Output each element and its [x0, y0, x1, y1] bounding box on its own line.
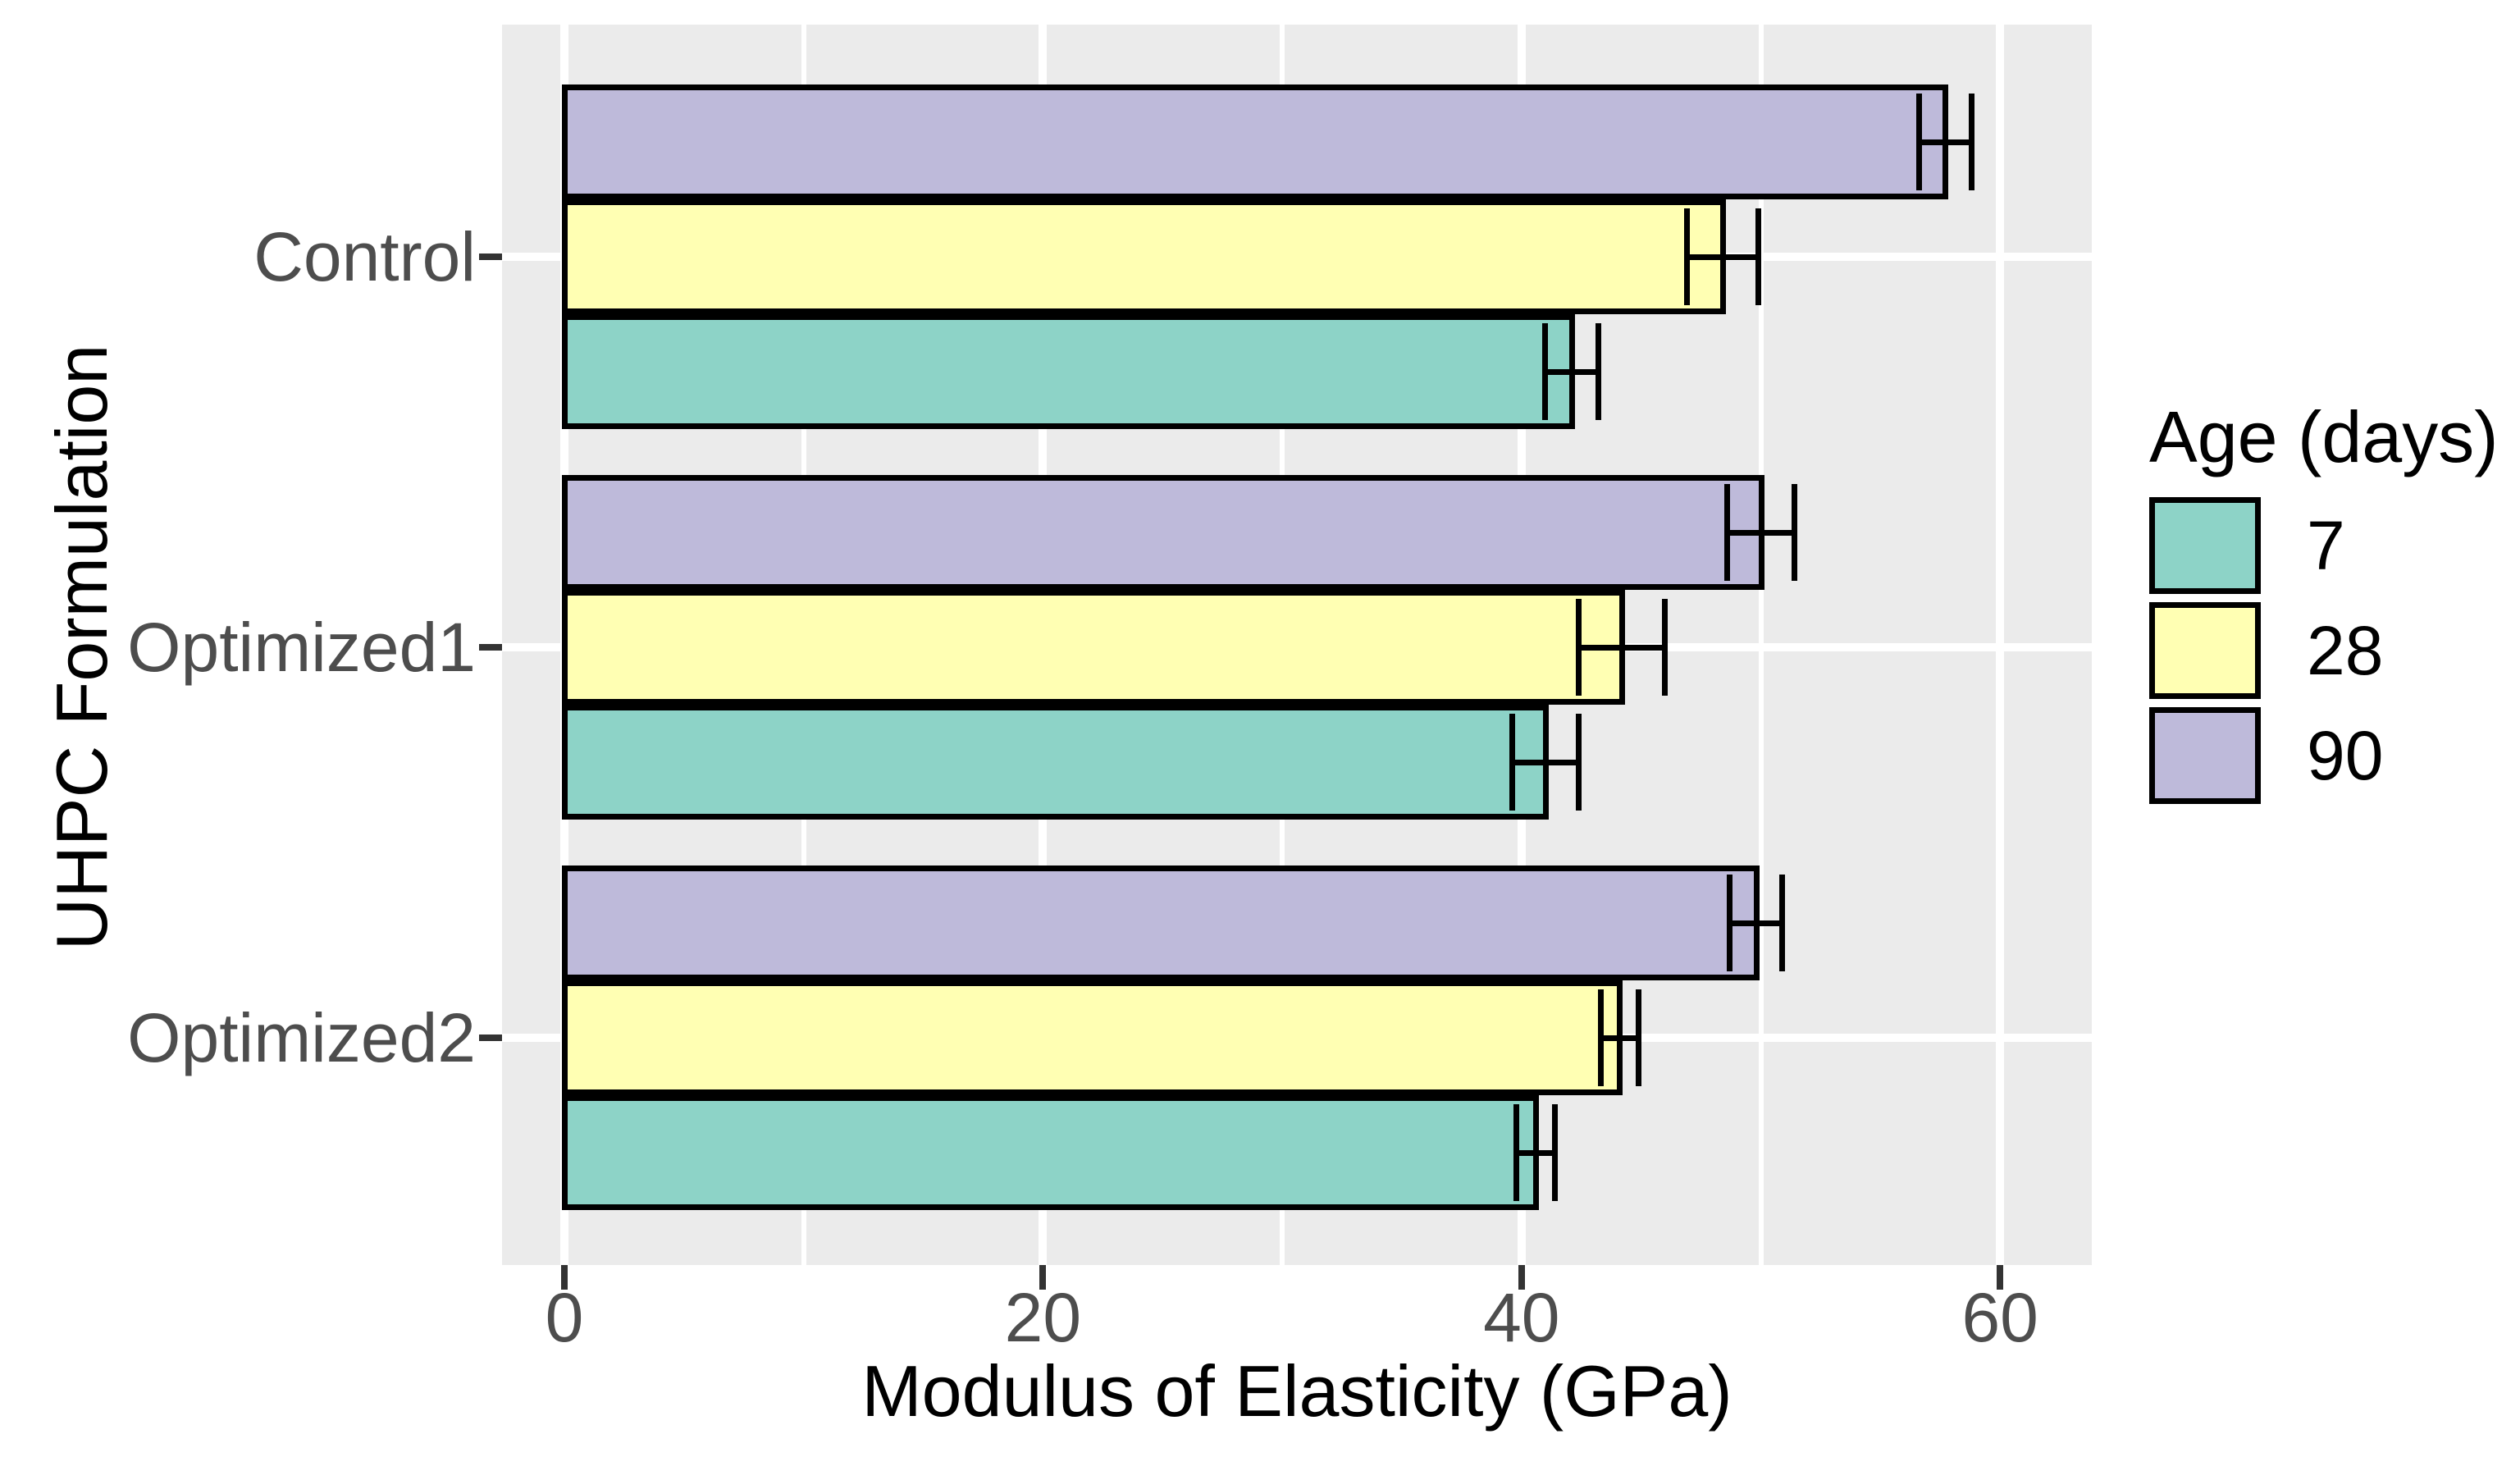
- errorbar-cap-max-optimized2-90days: [1779, 875, 1785, 971]
- x-tick-mark-0: [561, 1265, 568, 1290]
- x-axis-title: Modulus of Elasticity (GPa): [861, 1350, 1732, 1432]
- errorbar-cap-min-control-28days: [1684, 208, 1690, 305]
- errorbar-optimized2-7days: [1517, 1150, 1555, 1156]
- errorbar-optimized1-28days: [1579, 645, 1665, 651]
- errorbar-cap-max-optimized2-7days: [1552, 1104, 1558, 1201]
- errorbar-cap-max-control-28days: [1755, 208, 1761, 305]
- errorbar-cap-min-optimized2-28days: [1598, 989, 1604, 1086]
- errorbar-cap-max-optimized1-90days: [1792, 484, 1797, 581]
- plot-panel: [502, 25, 2092, 1265]
- errorbar-cap-max-control-7days: [1596, 323, 1601, 420]
- x-tick-label-60: 60: [1961, 1279, 2038, 1356]
- errorbar-cap-min-optimized1-28days: [1576, 599, 1582, 696]
- errorbar-control-28days: [1687, 254, 1759, 260]
- legend: Age (days) 7 28 90: [2149, 392, 2499, 812]
- errorbar-cap-min-optimized2-7days: [1513, 1104, 1519, 1201]
- y-tick-label-optimized1: Optimized1: [127, 609, 476, 686]
- bar-optimized2-90days: [562, 866, 1760, 980]
- errorbar-cap-max-optimized1-28days: [1662, 599, 1668, 696]
- bar-optimized2-7days: [562, 1095, 1539, 1210]
- errorbar-control-90days: [1919, 139, 1971, 145]
- errorbar-cap-min-optimized2-90days: [1727, 875, 1732, 971]
- y-tick-label-optimized2: Optimized2: [127, 999, 476, 1076]
- x-tick-mark-60: [1997, 1265, 2004, 1290]
- legend-label-7days: 7: [2307, 507, 2345, 584]
- errorbar-control-7days: [1545, 369, 1598, 375]
- errorbar-cap-min-optimized1-7days: [1509, 714, 1515, 811]
- bar-control-28days: [562, 199, 1726, 314]
- x-tick-mark-20: [1039, 1265, 1047, 1290]
- legend-swatch-7days-icon: [2149, 497, 2261, 594]
- errorbar-cap-min-control-7days: [1542, 323, 1548, 420]
- y-tick-mark-optimized2: [479, 1035, 502, 1041]
- errorbar-optimized1-7days: [1512, 760, 1579, 765]
- errorbar-cap-max-optimized1-7days: [1576, 714, 1582, 811]
- legend-label-90days: 90: [2307, 717, 2384, 794]
- errorbar-optimized2-90days: [1730, 920, 1783, 926]
- legend-swatch-90days-icon: [2149, 707, 2261, 804]
- x-tick-label-40: 40: [1483, 1279, 1560, 1356]
- bar-optimized1-28days: [562, 590, 1625, 705]
- bar-optimized2-28days: [562, 980, 1623, 1095]
- bar-optimized1-7days: [562, 705, 1549, 820]
- bar-control-90days: [562, 84, 1948, 199]
- legend-item-90days: 90: [2149, 707, 2499, 804]
- errorbar-cap-min-control-90days: [1916, 94, 1922, 190]
- errorbar-cap-min-optimized1-90days: [1724, 484, 1730, 581]
- bar-control-7days: [562, 314, 1575, 429]
- y-tick-label-control: Control: [253, 218, 476, 295]
- y-tick-mark-optimized1: [479, 644, 502, 651]
- legend-title: Age (days): [2149, 396, 2499, 477]
- x-tick-label-0: 0: [545, 1279, 584, 1356]
- legend-label-28days: 28: [2307, 612, 2384, 689]
- x-tick-label-20: 20: [1004, 1279, 1082, 1356]
- errorbar-cap-max-optimized2-28days: [1636, 989, 1641, 1086]
- y-tick-mark-control: [479, 253, 502, 260]
- bar-optimized1-90days: [562, 475, 1764, 590]
- legend-item-7days: 7: [2149, 497, 2499, 594]
- legend-item-28days: 28: [2149, 602, 2499, 699]
- errorbar-optimized2-28days: [1600, 1035, 1639, 1041]
- legend-swatch-28days-icon: [2149, 602, 2261, 699]
- errorbar-optimized1-90days: [1728, 530, 1795, 536]
- x-tick-mark-40: [1518, 1265, 1525, 1290]
- errorbar-cap-max-control-90days: [1969, 94, 1974, 190]
